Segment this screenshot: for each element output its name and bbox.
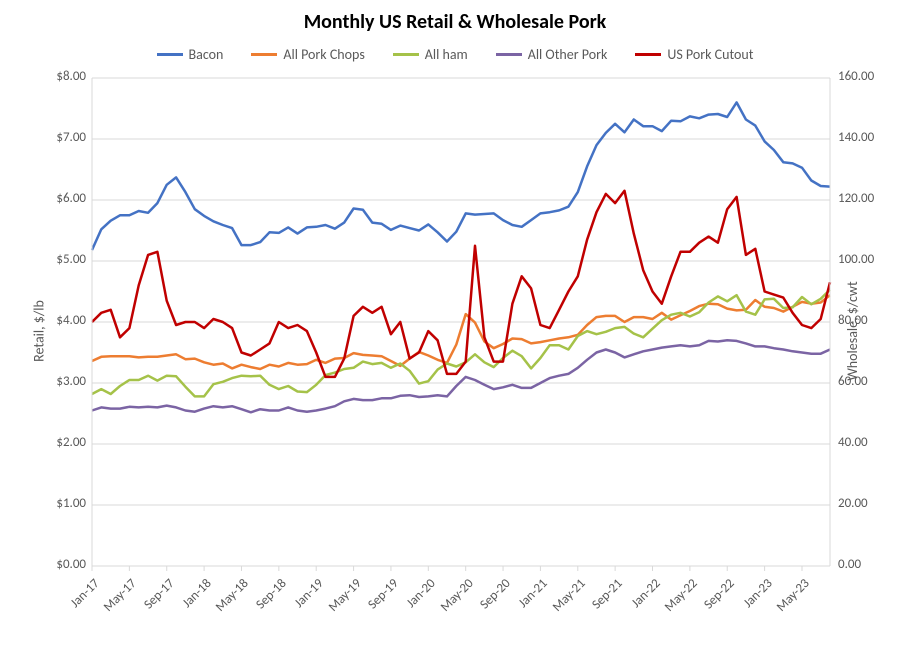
y2-tick: 140.00 [838,130,898,145]
series-bacon [92,102,830,250]
y1-tick: $8.00 [36,69,86,84]
y1-tick: $1.00 [36,496,86,511]
y2-tick: 0.00 [838,557,898,572]
y1-tick: $7.00 [36,130,86,145]
y2-tick: 60.00 [838,374,898,389]
y1-tick: $2.00 [36,435,86,450]
y1-tick: $0.00 [36,557,86,572]
y2-tick: 100.00 [838,252,898,267]
series-chops [92,295,830,369]
y1-tick: $3.00 [36,374,86,389]
y2-tick: 80.00 [838,313,898,328]
y1-tick: $5.00 [36,252,86,267]
y2-tick: 20.00 [838,496,898,511]
pork-chart: Monthly US Retail & Wholesale Pork Bacon… [0,0,910,661]
series-other [92,340,830,412]
y1-tick: $6.00 [36,191,86,206]
y2-tick: 160.00 [838,69,898,84]
plot-svg [0,0,910,661]
y2-tick: 40.00 [838,435,898,450]
y2-tick: 120.00 [838,191,898,206]
series-cutout [92,191,830,377]
y1-tick: $4.00 [36,313,86,328]
